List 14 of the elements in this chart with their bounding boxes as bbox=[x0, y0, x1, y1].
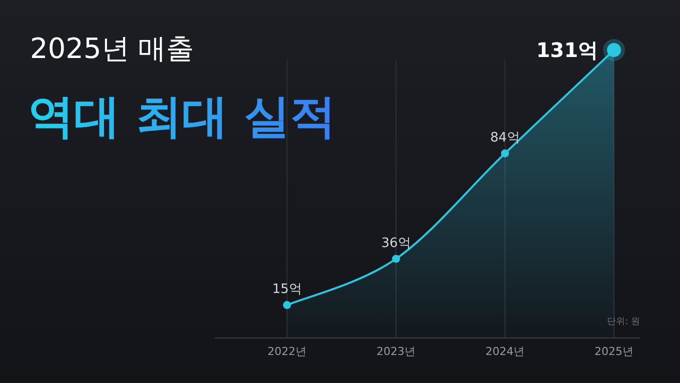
x-tick-label: 2022년 bbox=[268, 345, 306, 358]
data-label: 36억 bbox=[381, 236, 411, 251]
point bbox=[392, 254, 400, 263]
title: 2025년 매출 bbox=[30, 32, 194, 65]
text: 역대 최대 실적 bbox=[28, 89, 336, 143]
data-label: 131억 bbox=[536, 38, 598, 62]
annotation: 단위: 원 bbox=[607, 317, 640, 327]
point bbox=[283, 301, 291, 310]
x-tick-label: 2025년 bbox=[594, 345, 634, 358]
x-tick-label: 2024년 bbox=[486, 345, 524, 358]
point bbox=[501, 149, 509, 158]
data-label: 84억 bbox=[490, 130, 520, 146]
x-tick-label: 2023년 bbox=[376, 345, 416, 358]
data-label: 15억 bbox=[272, 282, 302, 298]
